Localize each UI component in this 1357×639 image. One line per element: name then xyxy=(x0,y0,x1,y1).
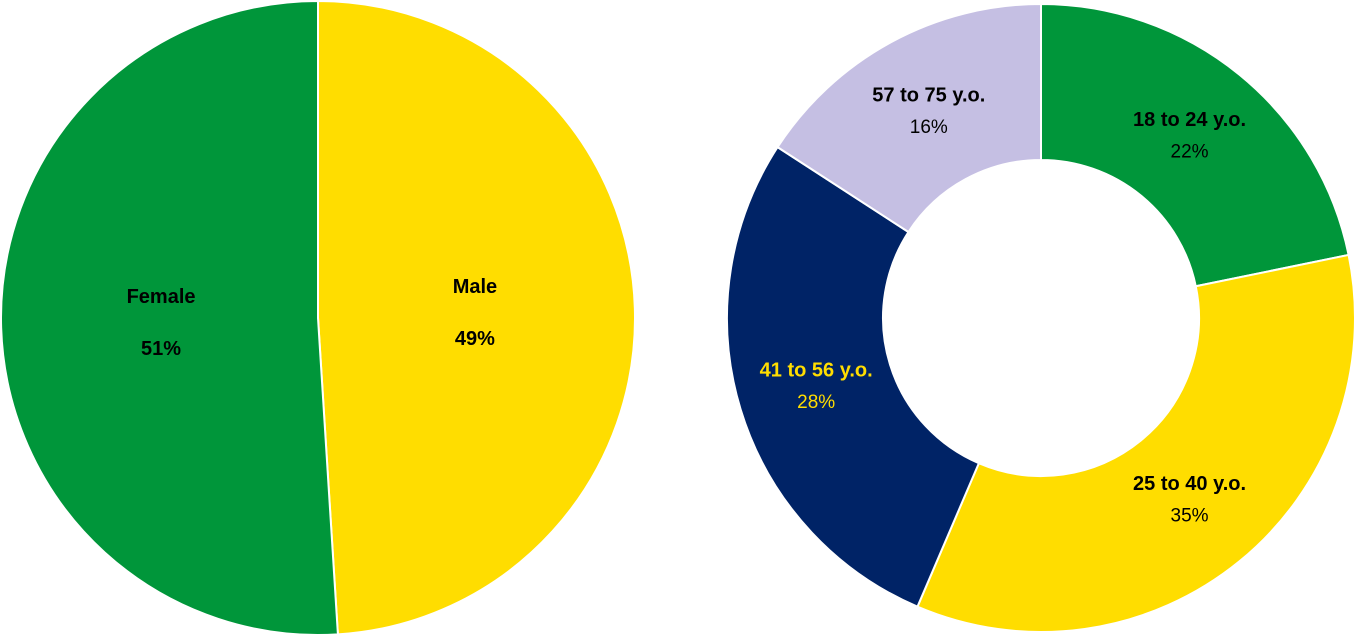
age-slice-57-to-75-y-o xyxy=(776,3,1042,234)
age-slice-18-to-24-y-o xyxy=(1040,3,1350,288)
age-slice-25-to-40-y-o xyxy=(916,253,1356,633)
age-value-57-to-75-y-o: 16% xyxy=(910,117,948,138)
age-label-57-to-75-y-o: 57 to 75 y.o. xyxy=(872,85,985,107)
age-slice-41-to-56-y-o xyxy=(726,146,980,608)
age-label-25-to-40-y-o: 25 to 40 y.o. xyxy=(1133,473,1246,495)
gender-label-male: Male xyxy=(453,276,497,298)
gender-label-female: Female xyxy=(127,286,196,308)
age-value-25-to-40-y-o: 35% xyxy=(1171,506,1209,527)
gender-slice-male xyxy=(317,0,636,636)
gender-pie-chart: Male 49% Female 51% xyxy=(0,0,636,636)
age-label-41-to-56-y-o: 41 to 56 y.o. xyxy=(760,359,873,381)
gender-value-male: 49% xyxy=(455,328,495,350)
age-label-18-to-24-y-o: 18 to 24 y.o. xyxy=(1133,109,1246,131)
age-value-18-to-24-y-o: 22% xyxy=(1171,141,1209,162)
gender-value-female: 51% xyxy=(141,338,181,360)
gender-slice-female xyxy=(0,0,339,636)
age-value-41-to-56-y-o: 28% xyxy=(797,392,835,413)
age-donut-chart: 18 to 24 y.o. 22% 25 to 40 y.o. 35% 41 to 56… xyxy=(726,3,1356,633)
